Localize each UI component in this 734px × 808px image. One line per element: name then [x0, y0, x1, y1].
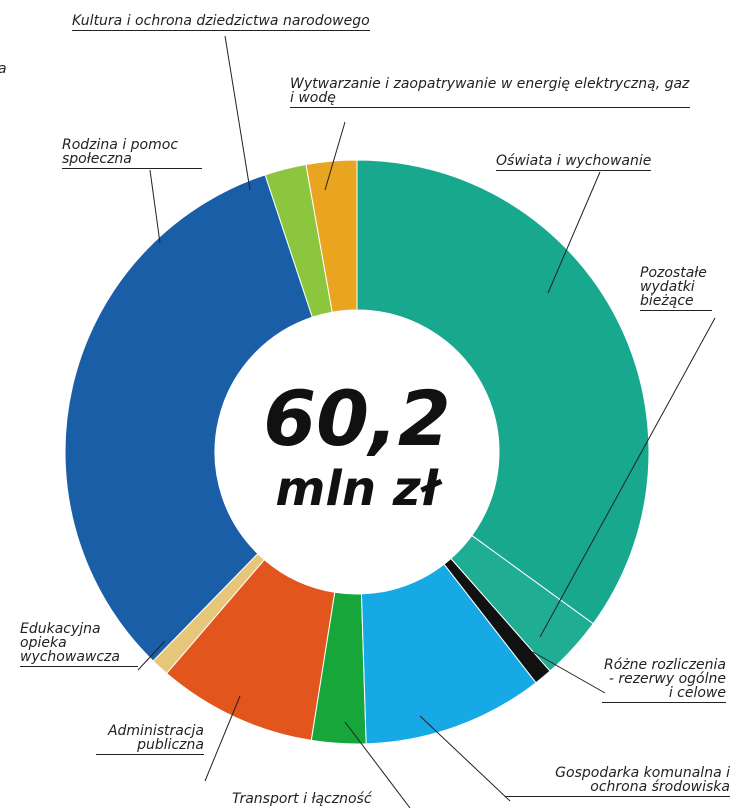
donut-slice: [152, 552, 266, 675]
donut-slice: [356, 159, 650, 625]
slice-label: Administracja publiczna: [96, 724, 204, 755]
leader-line: [344, 721, 411, 808]
slice-label: Transport i łączność: [232, 791, 372, 807]
donut-slice: [64, 174, 313, 662]
donut-slice: [264, 163, 333, 318]
center-value: 60,2: [263, 374, 451, 463]
slice-label: Wytwarzanie i zaopatrywanie w energię el…: [290, 76, 690, 108]
leader-line: [224, 35, 251, 191]
center-unit: mln zł: [275, 461, 442, 517]
slice-label: Oświata i wychowanie: [496, 153, 652, 171]
donut-slice: [165, 558, 336, 741]
donut-slice: [443, 557, 551, 684]
slice-label: Pozostałe wydatki bieżące: [640, 266, 712, 311]
slice-label: Edukacyjna opieka wychowawcza: [20, 622, 138, 667]
donut-slice: [360, 563, 537, 745]
leader-line: [324, 121, 346, 191]
slice-label: Kultura i ochrona dziedzictwa narodowego: [72, 13, 370, 31]
leader-line: [547, 171, 601, 294]
leader-line: [137, 640, 166, 671]
leader-line: [532, 651, 606, 694]
slice-label: Różne rozliczenia - rezerwy ogólne i cel…: [602, 657, 726, 703]
leader-line: [539, 317, 716, 638]
leader-line: [149, 169, 161, 244]
slice-label: Rodzina i pomoc społeczna: [62, 138, 202, 169]
donut-slice: [310, 591, 367, 745]
leader-line: [419, 715, 511, 802]
leader-line: [204, 695, 241, 782]
clipped-label: a: [0, 62, 7, 78]
slice-label: Gospodarka komunalna i ochrona środowisk…: [505, 766, 730, 797]
donut-slice: [450, 534, 594, 672]
